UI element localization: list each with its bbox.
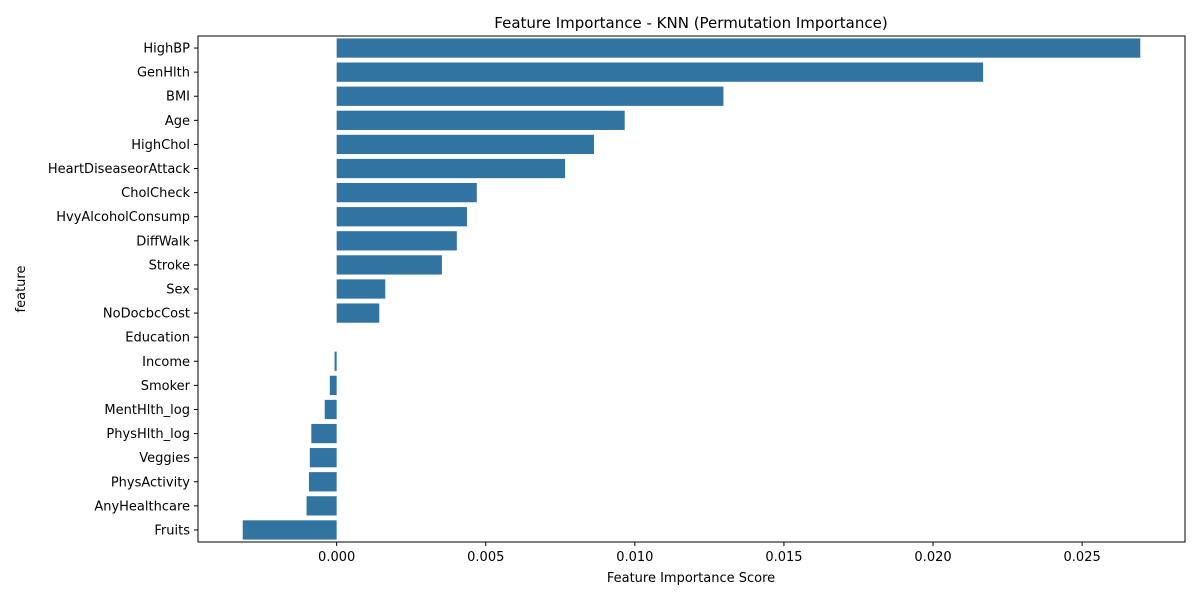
- y-tick-label: Sex: [166, 283, 190, 298]
- bars-group: [242, 38, 1141, 540]
- y-tick-label: AnyHealthcare: [94, 499, 190, 514]
- y-tick-label: HighBP: [143, 42, 190, 57]
- y-tick-label: BMI: [166, 90, 190, 105]
- bar-PhysActivity: [308, 472, 337, 492]
- y-tick-label: PhysActivity: [111, 475, 190, 490]
- x-axis-label: Feature Importance Score: [607, 571, 775, 586]
- bar-AnyHealthcare: [306, 496, 337, 516]
- y-tick-label: GenHlth: [137, 66, 190, 81]
- bar-PhysHlth_log: [311, 423, 337, 444]
- bar-Sex: [336, 279, 386, 299]
- chart-title: Feature Importance - KNN (Permutation Im…: [494, 14, 887, 32]
- y-tick-label: MentHlth_log: [104, 403, 190, 418]
- bar-Veggies: [309, 448, 337, 468]
- y-tick-label: Smoker: [141, 379, 191, 394]
- bar-BMI: [336, 86, 724, 106]
- y-tick-label: Veggies: [139, 451, 190, 466]
- y-tick-label: PhysHlth_log: [106, 427, 190, 442]
- y-tick-label: Fruits: [154, 523, 190, 538]
- x-tick-label: 0.005: [467, 550, 504, 565]
- bar-DiffWalk: [336, 231, 457, 251]
- bar-Age: [336, 110, 625, 130]
- y-tick-label: HvyAlcoholConsump: [56, 210, 190, 225]
- y-axis-label: feature: [14, 266, 29, 313]
- x-ticks: 0.000 0.005 0.010 0.015 0.020 0.025: [318, 542, 1101, 565]
- bar-GenHlth: [336, 62, 984, 82]
- y-ticks: HighBP GenHlth BMI Age HighChol HeartDiseaseo…: [48, 42, 198, 538]
- y-tick-label: CholCheck: [121, 186, 190, 201]
- y-tick-label: DiffWalk: [136, 234, 190, 249]
- bar-Stroke: [336, 255, 442, 275]
- bar-HeartDiseaseorAttack: [336, 158, 566, 179]
- y-tick-label: HeartDiseaseorAttack: [48, 162, 191, 177]
- x-tick-label: 0.015: [765, 550, 802, 565]
- x-tick-label: 0.025: [1064, 550, 1101, 565]
- bar-MentHlth_log: [324, 399, 337, 420]
- x-tick-label: 0.000: [318, 550, 355, 565]
- y-tick-label: Age: [165, 114, 190, 129]
- y-tick-label: Income: [142, 355, 190, 370]
- bar-HighChol: [336, 134, 594, 155]
- bar-Income: [334, 351, 337, 371]
- y-tick-label: Stroke: [149, 258, 190, 273]
- x-tick-label: 0.020: [914, 550, 951, 565]
- x-tick-label: 0.010: [616, 550, 653, 565]
- bar-HighBP: [336, 38, 1141, 58]
- y-tick-label: NoDocbcCost: [103, 307, 190, 322]
- bar-Smoker: [329, 375, 337, 396]
- bar-CholCheck: [336, 182, 477, 203]
- y-tick-label: HighChol: [131, 138, 190, 153]
- plot-area-frame: [197, 35, 1186, 543]
- bar-NoDocbcCost: [336, 303, 380, 323]
- bar-Fruits: [242, 520, 337, 540]
- y-tick-label: Education: [125, 331, 190, 346]
- bar-HvyAlcoholConsump: [336, 207, 467, 227]
